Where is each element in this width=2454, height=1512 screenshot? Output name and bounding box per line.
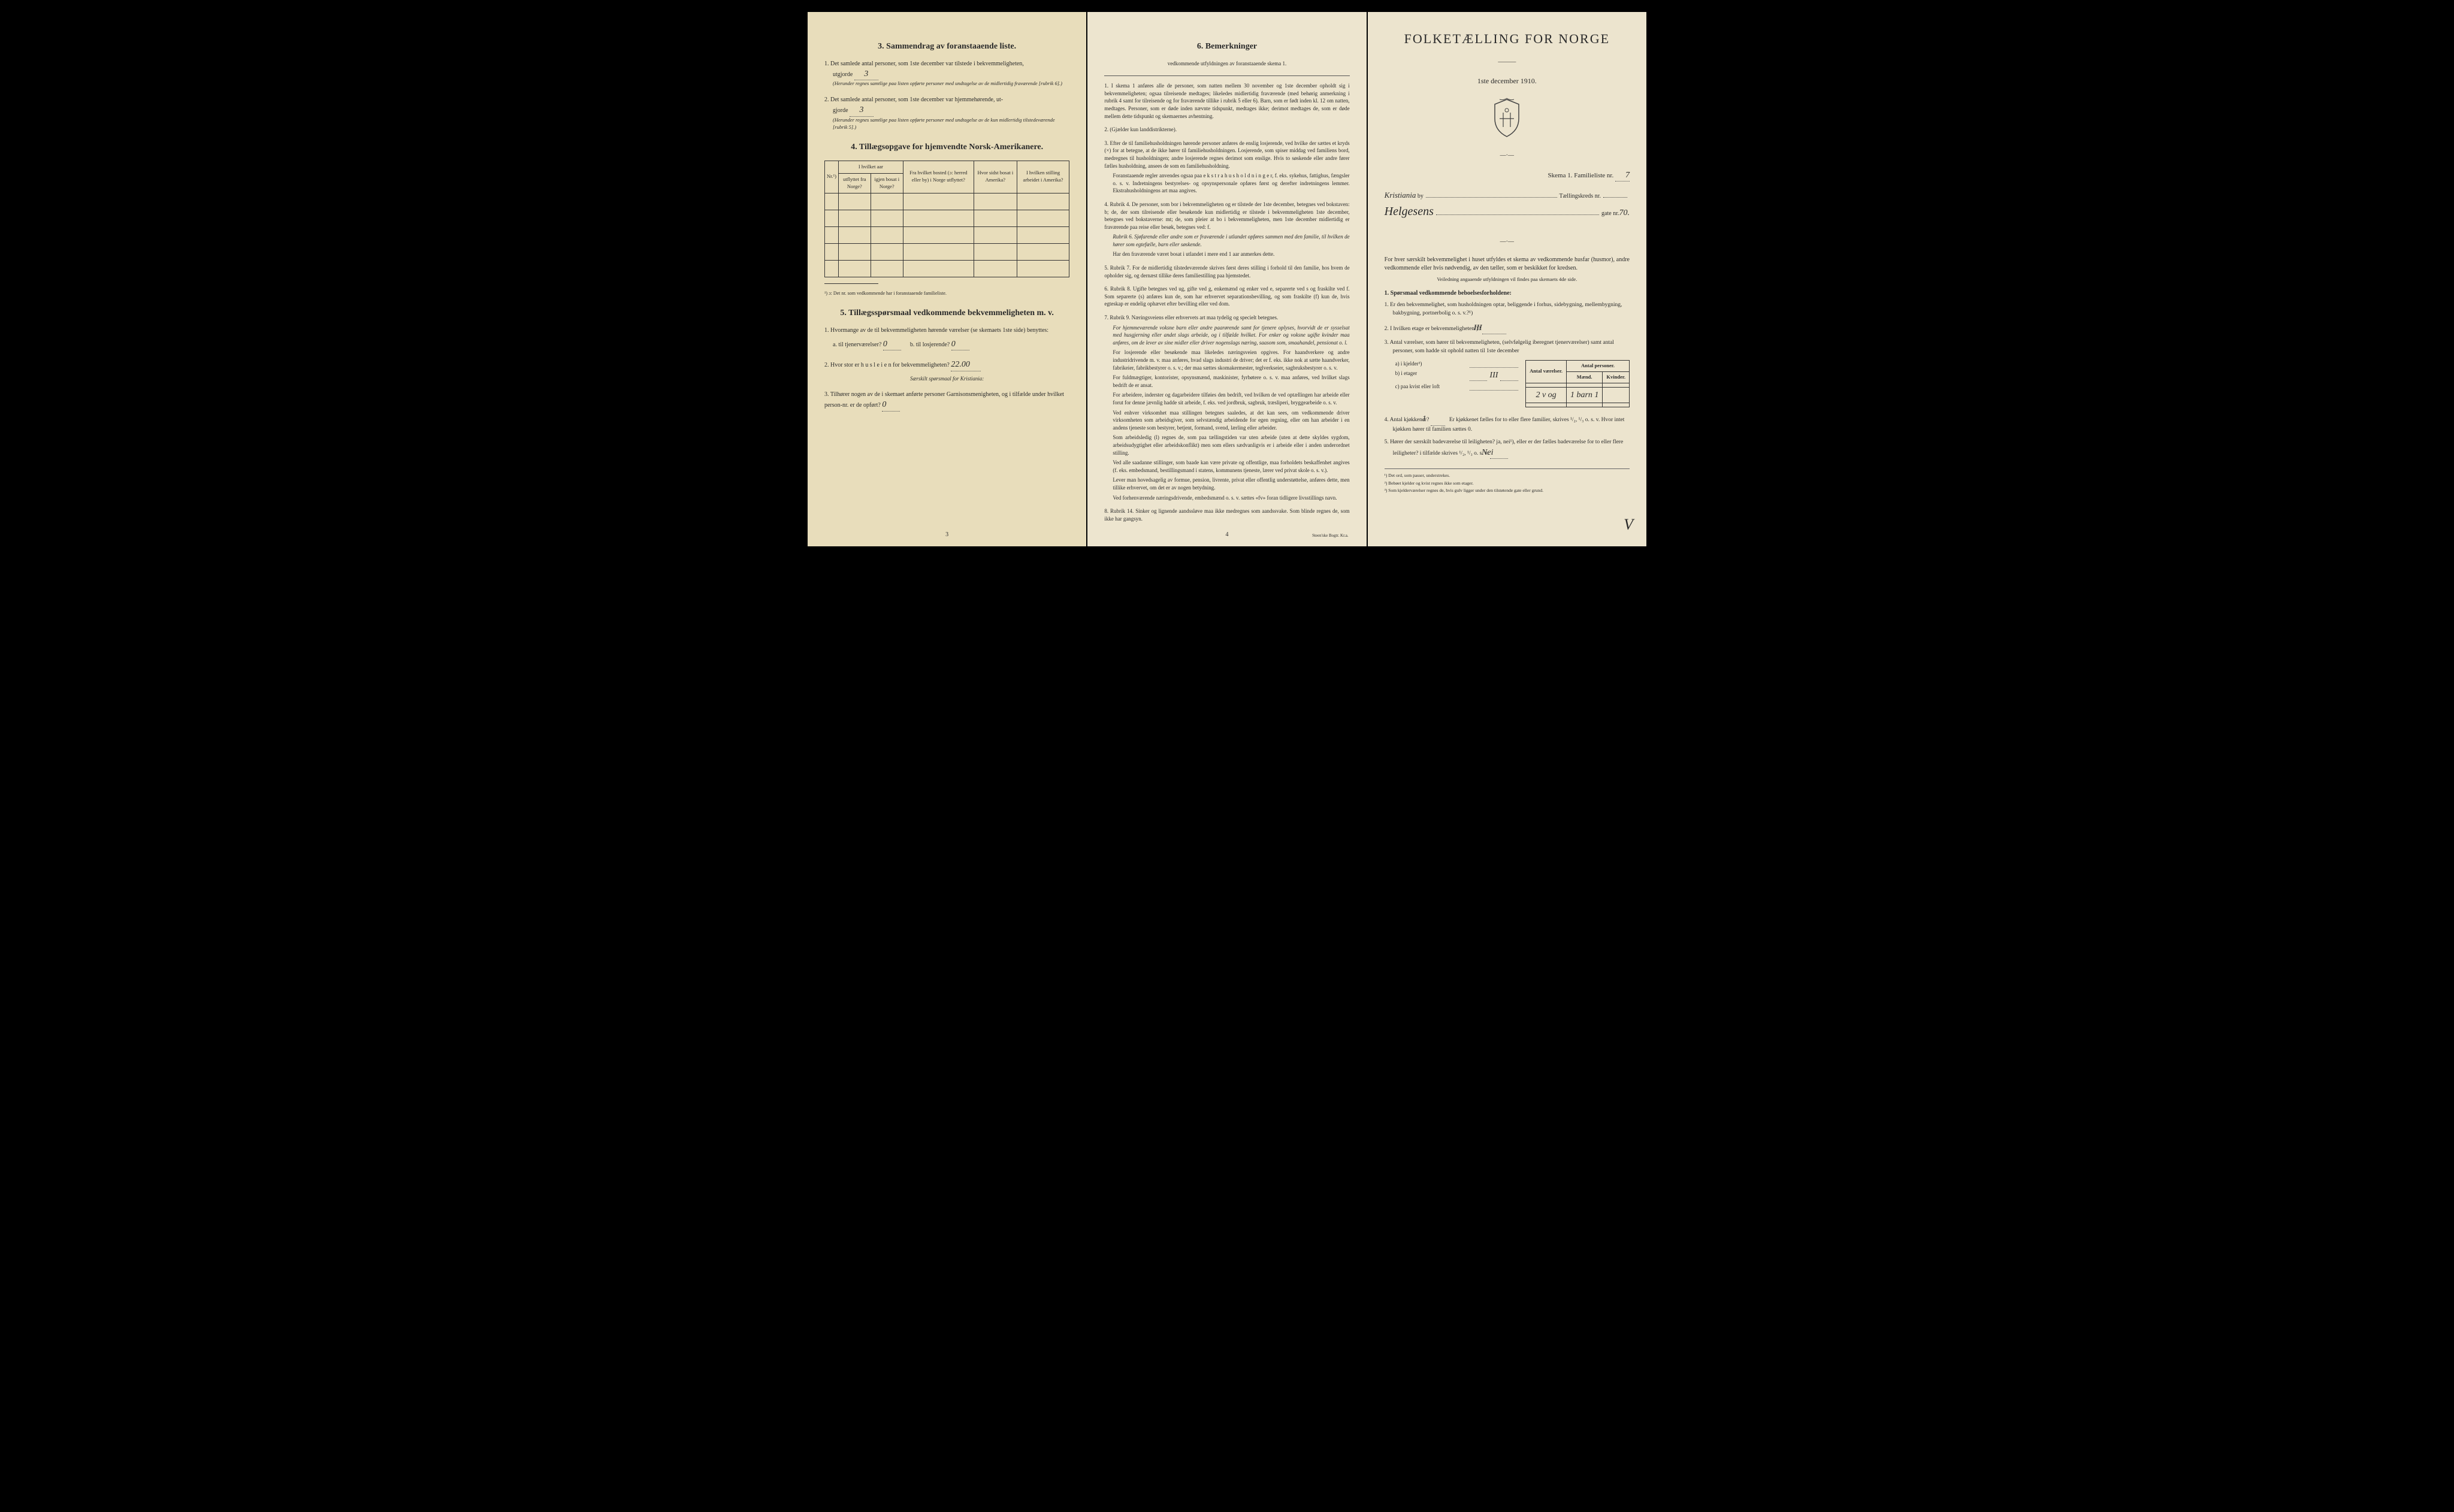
- corner-mark: V: [1624, 514, 1633, 536]
- page-number: 3: [945, 531, 948, 539]
- page-number: 4: [1225, 531, 1228, 539]
- p3-q4: 4. Antal kjøkkener? 1 Er kjøkkenet fælle…: [1385, 413, 1630, 434]
- divider: ―·―: [1385, 152, 1630, 160]
- divider: ―·―: [1385, 238, 1630, 246]
- page-1-cover: FOLKETÆLLING FOR NORGE ――― 1ste december…: [1368, 12, 1646, 546]
- table-row: [825, 210, 1069, 226]
- divider: ―――: [1385, 58, 1630, 66]
- coat-of-arms-icon: [1385, 97, 1630, 142]
- emigrant-table: Nr.¹) I hvilket aar Fra hvilket bosted (…: [824, 161, 1069, 277]
- s5-q1: 1. Hvormange av de til bekvemmeligheten …: [824, 326, 1069, 351]
- remark-item: 3. Efter de til familiehusholdningen hør…: [1104, 140, 1349, 195]
- p3-q1: 1. Er den bekvemmelighet, som husholdnin…: [1385, 301, 1630, 317]
- city: Kristiania: [1385, 190, 1416, 201]
- etage-value: III: [1482, 322, 1506, 335]
- printer-mark: Steen'ske Bogtr. Kr.a.: [1312, 533, 1349, 539]
- section-6-subtitle: vedkommende utfyldningen av foranstaaend…: [1104, 60, 1349, 68]
- p3-q2: 2. I hvilken etage er bekvemmeligheten²)…: [1385, 322, 1630, 335]
- table-footnote: ¹) ɔ: Det nr. som vedkommende har i fora…: [824, 290, 1069, 297]
- section-6-title: 6. Bemerkninger: [1104, 41, 1349, 53]
- table-row: [825, 243, 1069, 260]
- section-5-title: 5. Tillægsspørsmaal vedkommende bekvemme…: [824, 307, 1069, 319]
- table-row: [1526, 403, 1630, 407]
- table-row: [825, 226, 1069, 243]
- row-a: a) i kjelder³): [1385, 360, 1521, 368]
- census-document: 3. Sammendrag av foranstaaende liste. 1.…: [808, 12, 1646, 546]
- q1-note: (Herunder regnes samtlige paa listen opf…: [824, 80, 1069, 87]
- census-date: 1ste december 1910.: [1385, 76, 1630, 86]
- main-title: FOLKETÆLLING FOR NORGE: [1385, 30, 1630, 49]
- remark-item: 5. Rubrik 7. For de midlertidig tilstede…: [1104, 264, 1349, 279]
- row-b: b) i etager III: [1385, 370, 1521, 382]
- q2-value: 3: [850, 104, 874, 117]
- p3-q3: 3. Antal værelser, som hører til bekvemm…: [1385, 339, 1630, 355]
- q1-value: 3: [854, 68, 878, 81]
- skema-line: Skema 1. Familieliste nr. 7: [1385, 170, 1630, 182]
- p3-q5: 5. Hører der særskilt badeværelse til le…: [1385, 439, 1630, 459]
- section-4-title: 4. Tillægsopgave for hjemvendte Norsk-Am…: [824, 141, 1069, 153]
- s5-q3: 3. Tilhører nogen av de i skemaet anført…: [824, 391, 1069, 412]
- footnotes: ¹) Det ord, som passer, understrekes. ²)…: [1385, 468, 1630, 494]
- remark-item: 7. Rubrik 9. Næringsveiens eller erhverv…: [1104, 314, 1349, 501]
- rooms-table: Antal værelser. Antal personer. Mænd. Kv…: [1525, 360, 1630, 407]
- remark-item: 4. Rubrik 4. De personer, som bor i bekv…: [1104, 201, 1349, 258]
- s5-q2: 2. Hvor stor er h u s l e i e n for bekv…: [824, 359, 1069, 382]
- familieliste-nr: 7: [1615, 170, 1630, 182]
- intro-sub: Veiledning angaaende utfyldningen vil fi…: [1385, 276, 1630, 283]
- kitchen-value: 1: [1431, 413, 1445, 426]
- q2: 2. Det samlede antal personer, som 1ste …: [824, 96, 1069, 131]
- remarks-list: 1. I skema 1 anføres alle de personer, s…: [1104, 82, 1349, 522]
- remark-item: 6. Rubrik 8. Ugifte betegnes ved ug, gif…: [1104, 285, 1349, 308]
- gate-nr: 70.: [1619, 207, 1630, 219]
- section-3-title: 3. Sammendrag av foranstaaende liste.: [824, 41, 1069, 53]
- table-row: [825, 193, 1069, 210]
- table-row: [1526, 383, 1630, 387]
- row-c: c) paa kvist eller loft: [1385, 383, 1521, 391]
- remark-item: 2. (Gjælder kun landdistrikterne).: [1104, 126, 1349, 134]
- q1: 1. Det samlede antal personer, som 1ste …: [824, 60, 1069, 87]
- table-row: [825, 260, 1069, 277]
- remark-item: 8. Rubrik 14. Sinker og lignende aandssl…: [1104, 507, 1349, 522]
- remark-item: 1. I skema 1 anføres alle de personer, s…: [1104, 82, 1349, 120]
- q2-note: (Herunder regnes samtlige paa listen opf…: [824, 117, 1069, 131]
- intro-text: For hver særskilt bekvemmelighet i huset…: [1385, 256, 1630, 273]
- page-4: 6. Bemerkninger vedkommende utfyldningen…: [1087, 12, 1366, 546]
- street: Helgesens: [1385, 203, 1434, 220]
- bath-value: Nei: [1490, 447, 1508, 459]
- section-1-heading: 1. Spørsmaal vedkommende beboelsesforhol…: [1385, 289, 1630, 298]
- table-row: 2 v og 1 barn 1: [1526, 387, 1630, 403]
- location-block: Kristiania by Tællingskreds nr. Helgesen…: [1385, 190, 1630, 220]
- page-3: 3. Sammendrag av foranstaaende liste. 1.…: [808, 12, 1086, 546]
